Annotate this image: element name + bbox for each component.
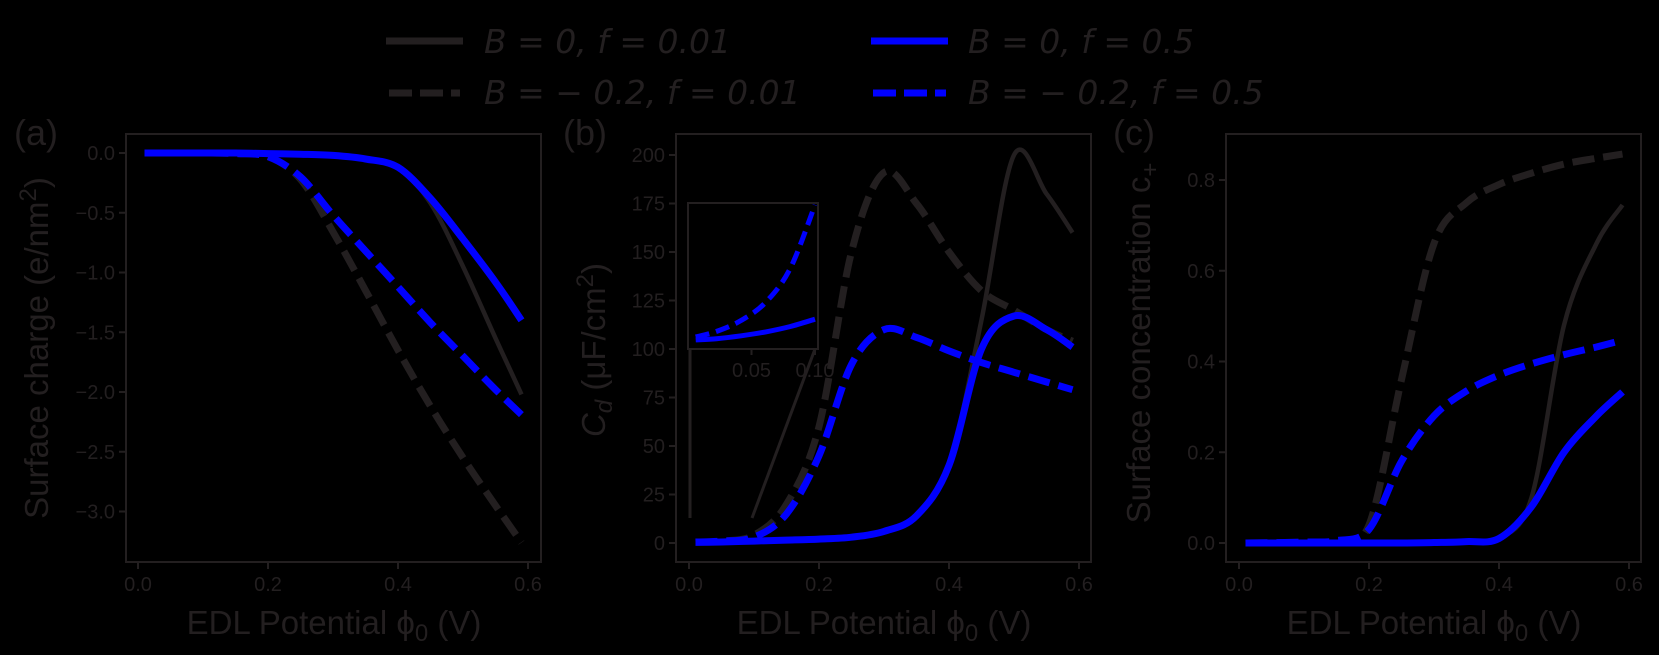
panel-c-xlabel: EDL Potential ϕ0 (V) bbox=[1287, 604, 1582, 647]
panel-b-ticks: 0.0 0.2 0.4 0.6 0 25 50 75 100 125 150 175 200 bbox=[632, 145, 1093, 596]
y-tick-label: 0.2 bbox=[1187, 442, 1215, 464]
x-tick-label: 0.6 bbox=[1065, 574, 1093, 596]
panel-a-ylabel: Surface charge (e/nm2) bbox=[15, 177, 55, 519]
y-tick-label: 150 bbox=[632, 242, 665, 264]
panel-a-xlabel: EDL Potential ϕ0 (V) bbox=[187, 604, 482, 647]
panel-a-axes-frame bbox=[125, 133, 542, 563]
x-tick-label: 0.4 bbox=[1485, 574, 1513, 596]
y-tick-label: 100 bbox=[632, 339, 665, 361]
inset-curve bbox=[695, 203, 818, 340]
panel-b-label: (b) bbox=[563, 112, 607, 153]
panel-b-ylabel: Cd (μF/cm2) bbox=[572, 263, 618, 437]
panel-c-curves bbox=[1245, 150, 1625, 547]
y-tick-label: 0.8 bbox=[1187, 170, 1215, 192]
inset-background bbox=[688, 203, 818, 349]
legend-label-2: B = − 0.2, f = 0.01 bbox=[484, 73, 801, 112]
x-tick-label: 0.2 bbox=[1355, 574, 1383, 596]
panel-c-label: (c) bbox=[1113, 112, 1155, 153]
panel-c-ylabel: Surface concentration c+ bbox=[1120, 163, 1164, 524]
y-tick-label: 50 bbox=[643, 436, 665, 458]
panel-c-axes-frame bbox=[1225, 133, 1642, 563]
curve-b-0-2-f-0-01 bbox=[1245, 150, 1624, 547]
y-tick-label: 25 bbox=[643, 485, 665, 507]
y-tick-label: −1.5 bbox=[76, 322, 115, 344]
inset-ticks: 0.05 0.10 bbox=[732, 349, 834, 382]
inset-connector-right bbox=[750, 348, 817, 519]
inset-x-tick-label: 0.05 bbox=[732, 360, 771, 382]
panel-b-inset: 0.05 0.10 bbox=[687, 202, 834, 382]
x-tick-label: 0.2 bbox=[254, 574, 282, 596]
y-tick-label: 175 bbox=[632, 194, 665, 216]
curve-b-0-2-f-0-5 bbox=[1245, 336, 1624, 547]
legend-label-1: B = 0, f = 0.5 bbox=[968, 22, 1194, 61]
y-tick-label: 125 bbox=[632, 291, 665, 313]
y-tick-label: −0.5 bbox=[76, 203, 115, 225]
x-tick-label: 0.0 bbox=[675, 574, 703, 596]
x-tick-label: 0.6 bbox=[1615, 574, 1643, 596]
x-tick-label: 0.0 bbox=[124, 574, 152, 596]
legend-label-0: B = 0, f = 0.01 bbox=[484, 22, 731, 61]
panel-a-label: (a) bbox=[14, 112, 58, 153]
y-tick-label: 0.6 bbox=[1187, 261, 1215, 283]
inset-axes-frame bbox=[687, 202, 819, 350]
panel-a-curves bbox=[144, 149, 525, 545]
y-tick-label: −3.0 bbox=[76, 502, 115, 524]
y-tick-label: 200 bbox=[632, 145, 665, 167]
x-tick-label: 0.0 bbox=[1225, 574, 1253, 596]
legend: B = 0, f = 0.01 B = 0, f = 0.5 B = − 0.2… bbox=[386, 22, 1264, 112]
y-tick-label: −2.0 bbox=[76, 382, 115, 404]
curve-b-0-f-0-5 bbox=[144, 149, 525, 323]
y-tick-label: 0.0 bbox=[1187, 533, 1215, 555]
x-tick-label: 0.2 bbox=[805, 574, 833, 596]
x-tick-label: 0.4 bbox=[384, 574, 412, 596]
inset-curves bbox=[695, 203, 818, 343]
inset-curve bbox=[695, 316, 816, 343]
curve-b-0-2-f-0-5 bbox=[695, 324, 1074, 546]
panel-c: (c) 0.0 0.2 0.4 0.6 0.0 0.2 0.4 0.6 0.8 EDL Pote… bbox=[1113, 112, 1643, 647]
x-tick-label: 0.4 bbox=[935, 574, 963, 596]
x-tick-label: 0.6 bbox=[514, 574, 542, 596]
y-tick-label: −1.0 bbox=[76, 263, 115, 285]
panel-b: (b) 0.0 0.2 0.4 0.6 0 25 50 75 100 125 150 175 200 0… bbox=[563, 112, 1093, 647]
y-tick-label: 0.0 bbox=[87, 143, 115, 165]
legend-label-3: B = − 0.2, f = 0.5 bbox=[968, 73, 1264, 112]
curve-b-0-2-f-0-01 bbox=[144, 149, 525, 545]
panel-b-xlabel: EDL Potential ϕ0 (V) bbox=[737, 604, 1032, 647]
panel-c-ticks: 0.0 0.2 0.4 0.6 0.0 0.2 0.4 0.6 0.8 bbox=[1187, 170, 1643, 596]
inset-x-tick-label: 0.10 bbox=[796, 360, 835, 382]
y-tick-label: 75 bbox=[643, 388, 665, 410]
y-tick-label: 0.4 bbox=[1187, 352, 1215, 374]
panel-a-ticks: 0.0 0.2 0.4 0.6 0.0 −0.5 −1.0 −1.5 −2.0 −2.5 −3.0 bbox=[76, 143, 542, 596]
curve-b-0-f-0-5 bbox=[1245, 389, 1625, 547]
y-tick-label: −2.5 bbox=[76, 442, 115, 464]
panel-a: (a) 0.0 0.2 0.4 0.6 0.0 −0.5 −1.0 −1.5 −2.0 −2.5 −… bbox=[14, 112, 542, 647]
curve-b-0-f-0-5 bbox=[695, 311, 1075, 546]
curve-b-0-2-f-0-5 bbox=[144, 149, 524, 418]
y-tick-label: 0 bbox=[654, 533, 665, 555]
panel-b-curves bbox=[695, 147, 1075, 546]
